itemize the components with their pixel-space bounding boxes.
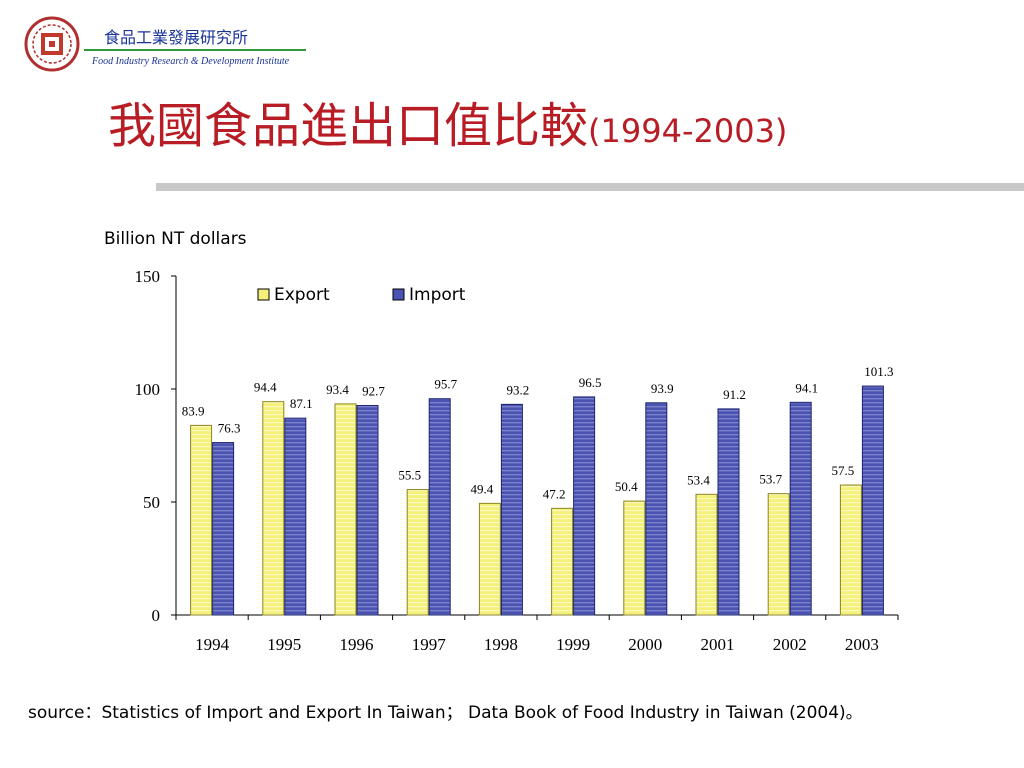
import-bar: [717, 408, 740, 616]
export-bar: [839, 484, 862, 616]
x-tick-label: 2001: [701, 635, 735, 654]
export-bar: [334, 403, 357, 616]
import-data-label: 92.7: [362, 383, 385, 398]
x-tick-label: 2003: [845, 635, 879, 654]
organization-name-chinese: 食品工業發展研究所: [104, 28, 249, 47]
y-tick-label: 0: [152, 606, 161, 625]
export-bar: [262, 401, 285, 616]
y-tick-label: 150: [135, 267, 161, 286]
export-bar: [478, 502, 501, 616]
slide-title: 我國食品進出口值比較(1994-2003): [108, 86, 787, 156]
import-bar: [284, 417, 307, 616]
x-tick-label: 2000: [628, 635, 662, 654]
import-data-label: 96.5: [579, 375, 602, 390]
export-data-label: 50.4: [615, 479, 638, 494]
export-data-label: 93.4: [326, 382, 349, 397]
y-tick-label: 50: [143, 493, 160, 512]
legend-swatch-export: [257, 288, 270, 301]
export-bar: [190, 424, 213, 616]
export-data-label: 47.2: [543, 486, 566, 501]
export-bar: [695, 493, 718, 616]
export-data-label: 53.4: [687, 472, 710, 487]
x-tick-label: 1996: [340, 635, 374, 654]
import-data-label: 76.3: [218, 421, 241, 436]
export-data-label: 49.4: [471, 481, 494, 496]
x-tick-label: 1998: [484, 635, 518, 654]
import-data-label: 101.3: [864, 364, 893, 379]
slide-title-chinese: 我國食品進出口值比較: [108, 98, 589, 154]
import-bar: [645, 402, 668, 616]
source-note: source：Statistics of Import and Export I…: [28, 703, 863, 723]
import-data-label: 94.1: [795, 380, 818, 395]
y-tick-label: 100: [135, 380, 161, 399]
export-data-label: 53.7: [759, 472, 782, 487]
import-data-label: 93.9: [651, 381, 674, 396]
import-bar: [861, 385, 884, 616]
import-bar: [428, 398, 451, 616]
x-tick-label: 2002: [773, 635, 807, 654]
export-bar: [767, 493, 790, 616]
export-bar: [406, 489, 429, 616]
header-underline: [84, 49, 306, 51]
bar-chart: 0 50 100 150 1994 83.9 76.3 1995 94.4 87.1 1996 93.…: [135, 267, 899, 654]
export-data-label: 83.9: [182, 403, 205, 418]
x-tick-label: 1994: [195, 635, 230, 654]
import-data-label: 87.1: [290, 396, 313, 411]
export-bar: [623, 500, 646, 616]
import-data-label: 93.2: [507, 382, 530, 397]
import-bar: [356, 404, 379, 616]
x-tick-label: 1997: [412, 635, 447, 654]
export-bar: [551, 507, 574, 616]
export-data-label: 55.5: [398, 468, 421, 483]
import-bar: [573, 396, 596, 616]
organization-name-english: Food Industry Research & Development Ins…: [92, 56, 290, 67]
chart-unit-label: Billion NT dollars: [104, 229, 247, 249]
title-divider: [156, 183, 1024, 191]
import-data-label: 95.7: [434, 377, 457, 392]
legend-label-import: Import: [409, 285, 466, 305]
institute-seal-icon: [24, 16, 80, 72]
import-bar: [789, 401, 812, 616]
legend-swatch-import: [392, 288, 405, 301]
x-tick-label: 1999: [556, 635, 590, 654]
import-bar: [500, 403, 523, 616]
export-data-label: 94.4: [254, 380, 277, 395]
import-bar: [212, 442, 235, 616]
import-data-label: 91.2: [723, 387, 746, 402]
legend-label-export: Export: [274, 285, 330, 305]
slide-title-years: (1994-2003): [588, 112, 788, 150]
export-data-label: 57.5: [832, 463, 855, 478]
x-tick-label: 1995: [267, 635, 301, 654]
